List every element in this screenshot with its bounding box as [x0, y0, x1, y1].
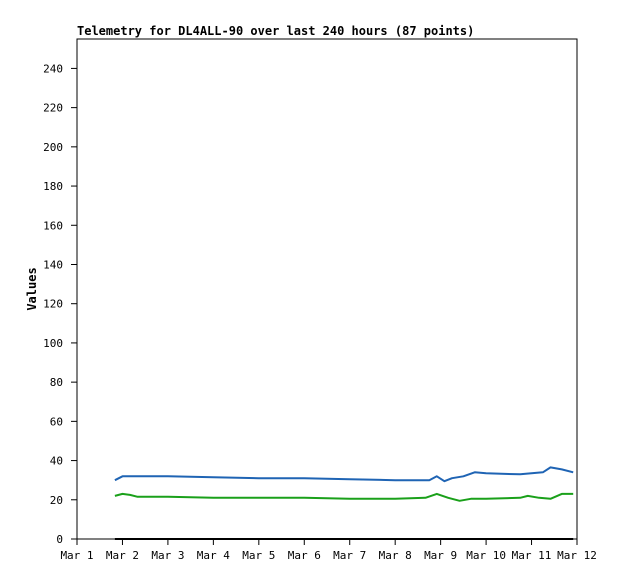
x-tick-label: Mar 3: [151, 549, 184, 562]
series-layer: [114, 466, 574, 540]
x-tick-label: Mar 9: [424, 549, 457, 562]
x-tick-label: Mar 6: [288, 549, 321, 562]
x-tick-label: Mar 8: [379, 549, 412, 562]
x-tick-label: Mar 5: [242, 549, 275, 562]
series-line-1: [114, 466, 574, 483]
x-tick-label: Mar 12: [557, 549, 597, 562]
y-tick-label: 220: [43, 102, 63, 115]
y-tick-label: 0: [56, 533, 63, 546]
y-tick-label: 200: [43, 141, 63, 154]
x-tick-label: Mar 10: [466, 549, 506, 562]
y-tick-label: 100: [43, 337, 63, 350]
y-tick-label: 120: [43, 298, 63, 311]
y-tick-label: 180: [43, 180, 63, 193]
y-tick-label: 60: [50, 415, 63, 428]
plot-area-frame: [76, 38, 578, 540]
x-tick-label: Mar 4: [197, 549, 230, 562]
y-axis-ticks: 0 20 40 60 80 100 120 140 160 180 200 220 240: [43, 62, 77, 546]
y-tick-label: 160: [43, 219, 63, 232]
chart-title: Telemetry for DL4ALL-90 over last 240 ho…: [77, 24, 474, 38]
y-tick-label: 40: [50, 455, 63, 468]
y-tick-label: 80: [50, 376, 63, 389]
x-axis-ticks: Mar 1 Mar 2 Mar 3 Mar 4 Mar 5 Mar 6 Mar 7 Mar 8…: [60, 539, 597, 562]
x-tick-label: Mar 2: [106, 549, 139, 562]
x-tick-label: Mar 11: [512, 549, 552, 562]
y-axis-label: Values: [25, 267, 39, 310]
x-tick-label: Mar 1: [60, 549, 93, 562]
y-tick-label: 240: [43, 62, 63, 75]
x-tick-label: Mar 7: [333, 549, 366, 562]
series-line-2: [114, 492, 574, 502]
y-tick-label: 20: [50, 494, 63, 507]
y-tick-label: 140: [43, 258, 63, 271]
